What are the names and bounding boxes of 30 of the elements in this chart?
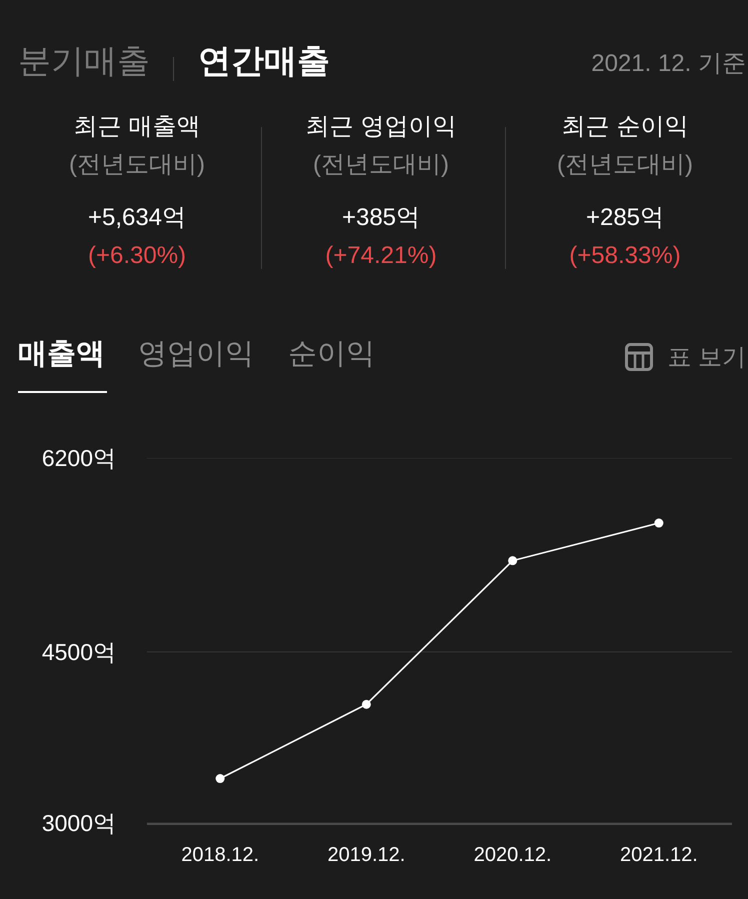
text: (+74.21%) [324, 241, 438, 271]
text: (+6.30%) [86, 241, 188, 271]
text: 순이익 [288, 337, 375, 372]
text: 최근 순이익 [560, 112, 690, 142]
text: 최근 영업이익 [304, 112, 458, 142]
text: 분기매출 [18, 41, 150, 81]
text: 영업이익 [138, 337, 254, 372]
x-tick-label: 2019.12. [327, 844, 406, 866]
text: +385억 [340, 203, 422, 233]
y-tick-label: 3000억 [42, 810, 116, 836]
x-tick-label: 2018.12. [181, 844, 260, 866]
x-tick-label: 2020.12. [474, 844, 552, 866]
chart-title: 매출액 [18, 337, 105, 372]
text: (전년도대비) [312, 150, 450, 180]
point [508, 556, 518, 566]
text: 최근 매출액 [72, 112, 202, 142]
text: (+58.33%) [568, 241, 682, 271]
y-tick-label: 4500억 [42, 638, 116, 665]
point [654, 518, 664, 528]
text: +285억 [584, 203, 666, 233]
point [362, 700, 371, 709]
y-tick-label: 6200억 [42, 445, 116, 472]
x-tick-label: 2021.12. [620, 844, 698, 866]
text: (전년도대비) [556, 150, 694, 180]
text: (전년도대비) [68, 150, 206, 180]
text: +5,634억 [86, 203, 188, 233]
text: 표 보기 [667, 343, 746, 373]
text: 연간매출 [198, 41, 330, 81]
text: 2021. 12. 기준 [591, 49, 746, 79]
point [216, 774, 225, 784]
